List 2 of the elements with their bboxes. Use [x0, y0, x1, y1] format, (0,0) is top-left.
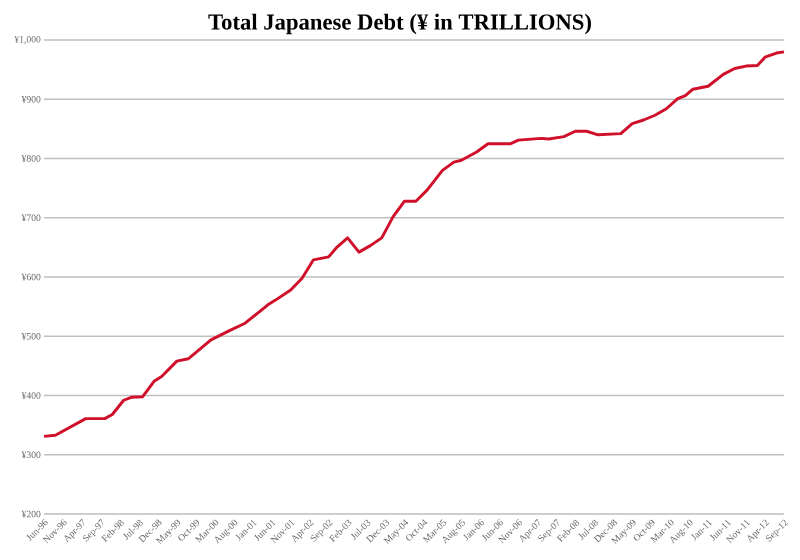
line-series	[42, 50, 786, 438]
chart-title: Total Japanese Debt (¥ in TRILLIONS)	[208, 13, 591, 35]
